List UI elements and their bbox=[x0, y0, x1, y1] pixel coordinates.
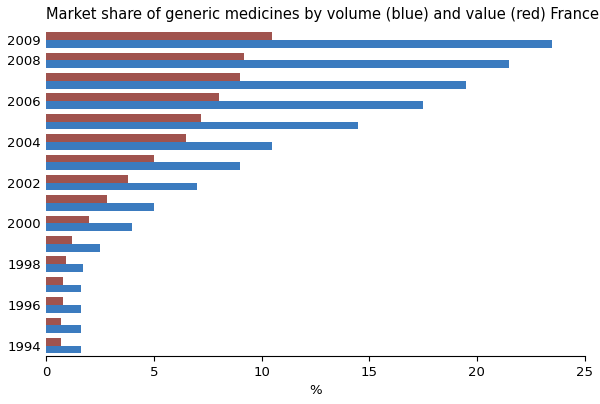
Bar bbox=[46, 305, 81, 313]
Bar bbox=[46, 277, 64, 284]
Text: Market share of generic medicines by volume (blue) and value (red) France, 1994–: Market share of generic medicines by vol… bbox=[46, 7, 600, 22]
Bar bbox=[46, 155, 154, 162]
Bar bbox=[46, 244, 100, 252]
Bar bbox=[46, 53, 244, 61]
Bar bbox=[46, 162, 240, 170]
Bar bbox=[46, 134, 186, 142]
Bar bbox=[46, 101, 423, 109]
Bar bbox=[46, 325, 81, 333]
Bar bbox=[46, 257, 65, 264]
Bar bbox=[46, 297, 64, 305]
Bar bbox=[46, 93, 218, 101]
Bar bbox=[46, 175, 128, 183]
Bar bbox=[46, 122, 358, 129]
Bar bbox=[46, 196, 107, 203]
X-axis label: %: % bbox=[309, 384, 322, 397]
Bar bbox=[46, 114, 201, 122]
Bar bbox=[46, 203, 154, 211]
Bar bbox=[46, 73, 240, 81]
Bar bbox=[46, 223, 133, 231]
Bar bbox=[46, 216, 89, 223]
Bar bbox=[46, 61, 509, 68]
Bar bbox=[46, 264, 83, 272]
Bar bbox=[46, 32, 272, 40]
Bar bbox=[46, 318, 61, 325]
Bar bbox=[46, 346, 81, 354]
Bar bbox=[46, 236, 72, 244]
Bar bbox=[46, 81, 466, 88]
Bar bbox=[46, 284, 81, 292]
Bar bbox=[46, 338, 61, 346]
Bar bbox=[46, 40, 552, 48]
Bar bbox=[46, 183, 197, 190]
Bar bbox=[46, 142, 272, 150]
